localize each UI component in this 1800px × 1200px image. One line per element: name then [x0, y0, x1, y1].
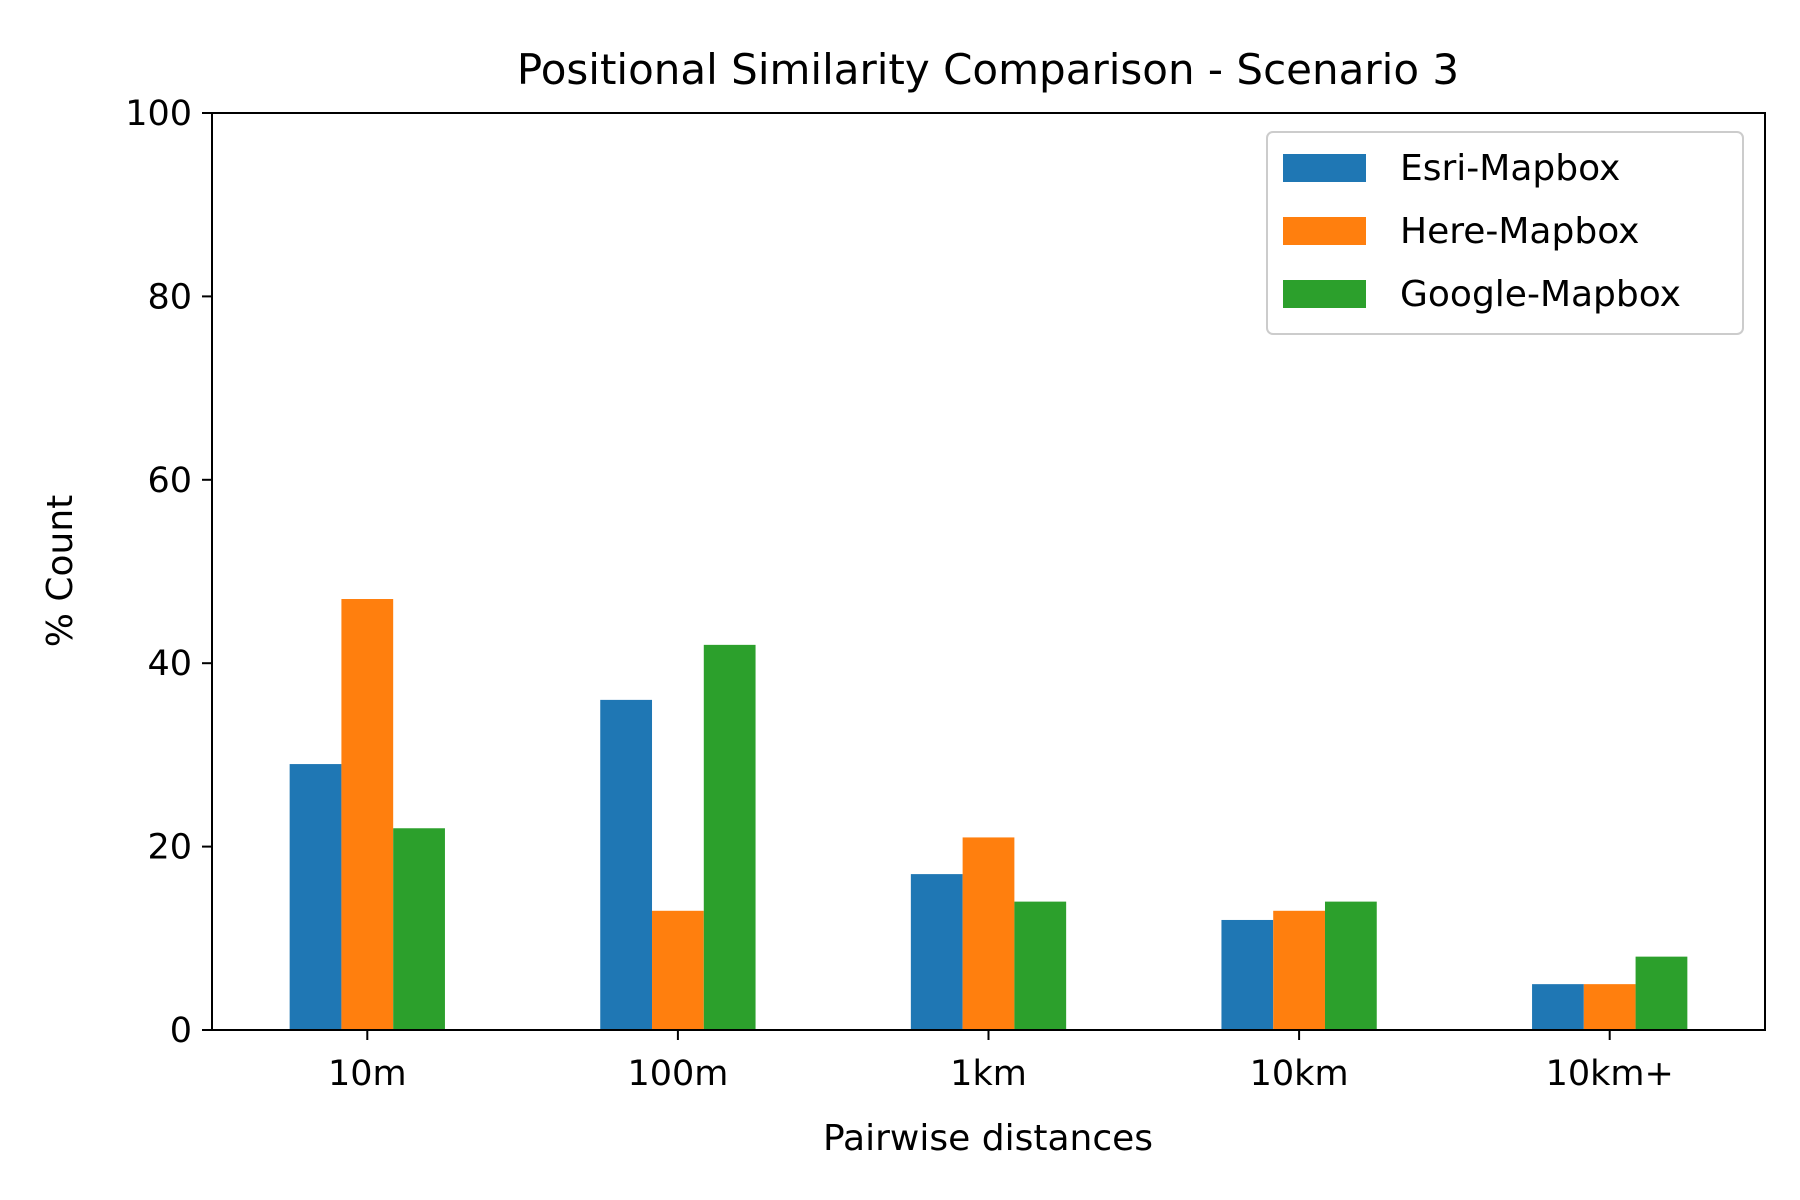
y-tick-label: 20 [147, 828, 192, 868]
bar-10km+-Esri-Mapbox [1532, 984, 1584, 1030]
legend-swatch-Esri-Mapbox [1283, 154, 1366, 182]
legend-swatch-Google-Mapbox [1283, 280, 1366, 308]
x-tick-label: 1km [950, 1054, 1027, 1094]
legend-label-Here-Mapbox: Here-Mapbox [1400, 211, 1639, 252]
y-axis-ticks: 0 20 40 60 80 100 [125, 94, 212, 1051]
bar-1km-Here-Mapbox [962, 837, 1015, 1030]
bar-10m-Google-Mapbox [393, 828, 445, 1030]
x-axis-ticks: 10m 100m 1km 10km 10km+ [328, 1030, 1674, 1094]
bar-100m-Here-Mapbox [652, 910, 704, 1030]
x-tick-label: 10m [328, 1054, 407, 1094]
bar-1km-Esri-Mapbox [910, 874, 963, 1030]
y-tick-label: 100 [125, 94, 192, 134]
bar-1km-Google-Mapbox [1014, 901, 1067, 1030]
bar-100m-Esri-Mapbox [600, 699, 653, 1030]
bar-10km-Here-Mapbox [1273, 910, 1325, 1030]
x-axis-label: Pairwise distances [823, 1118, 1153, 1159]
bar-10km-Google-Mapbox [1324, 901, 1377, 1030]
bar-10km+-Google-Mapbox [1635, 956, 1688, 1030]
y-axis-label: % Count [40, 495, 81, 648]
legend-items: Esri-Mapbox Here-Mapbox Google-Mapbox [1283, 148, 1681, 315]
bar-10m-Esri-Mapbox [289, 764, 342, 1030]
y-tick-label: 60 [147, 461, 192, 501]
bar-10m-Here-Mapbox [341, 599, 394, 1030]
legend-label-Google-Mapbox: Google-Mapbox [1400, 274, 1681, 315]
x-tick-label: 10km+ [1546, 1054, 1674, 1094]
x-tick-label: 100m [627, 1054, 728, 1094]
y-tick-label: 0 [170, 1011, 192, 1051]
legend-swatch-Here-Mapbox [1283, 217, 1366, 245]
chart-title: Positional Similarity Comparison - Scena… [517, 45, 1459, 94]
bars-group [289, 599, 1688, 1030]
x-tick-label: 10km [1250, 1054, 1349, 1094]
bar-100m-Google-Mapbox [703, 644, 756, 1030]
y-tick-label: 80 [147, 277, 192, 317]
bar-10km+-Here-Mapbox [1583, 984, 1636, 1030]
legend: Esri-Mapbox Here-Mapbox Google-Mapbox [1266, 131, 1744, 335]
plot-area: 0 20 40 60 80 100 10m 100m 1km 10km 10km+ [125, 94, 1766, 1094]
legend-box [1266, 131, 1744, 335]
bar-10km-Esri-Mapbox [1221, 919, 1274, 1030]
legend-label-Esri-Mapbox: Esri-Mapbox [1400, 148, 1620, 189]
y-tick-label: 40 [147, 644, 192, 684]
